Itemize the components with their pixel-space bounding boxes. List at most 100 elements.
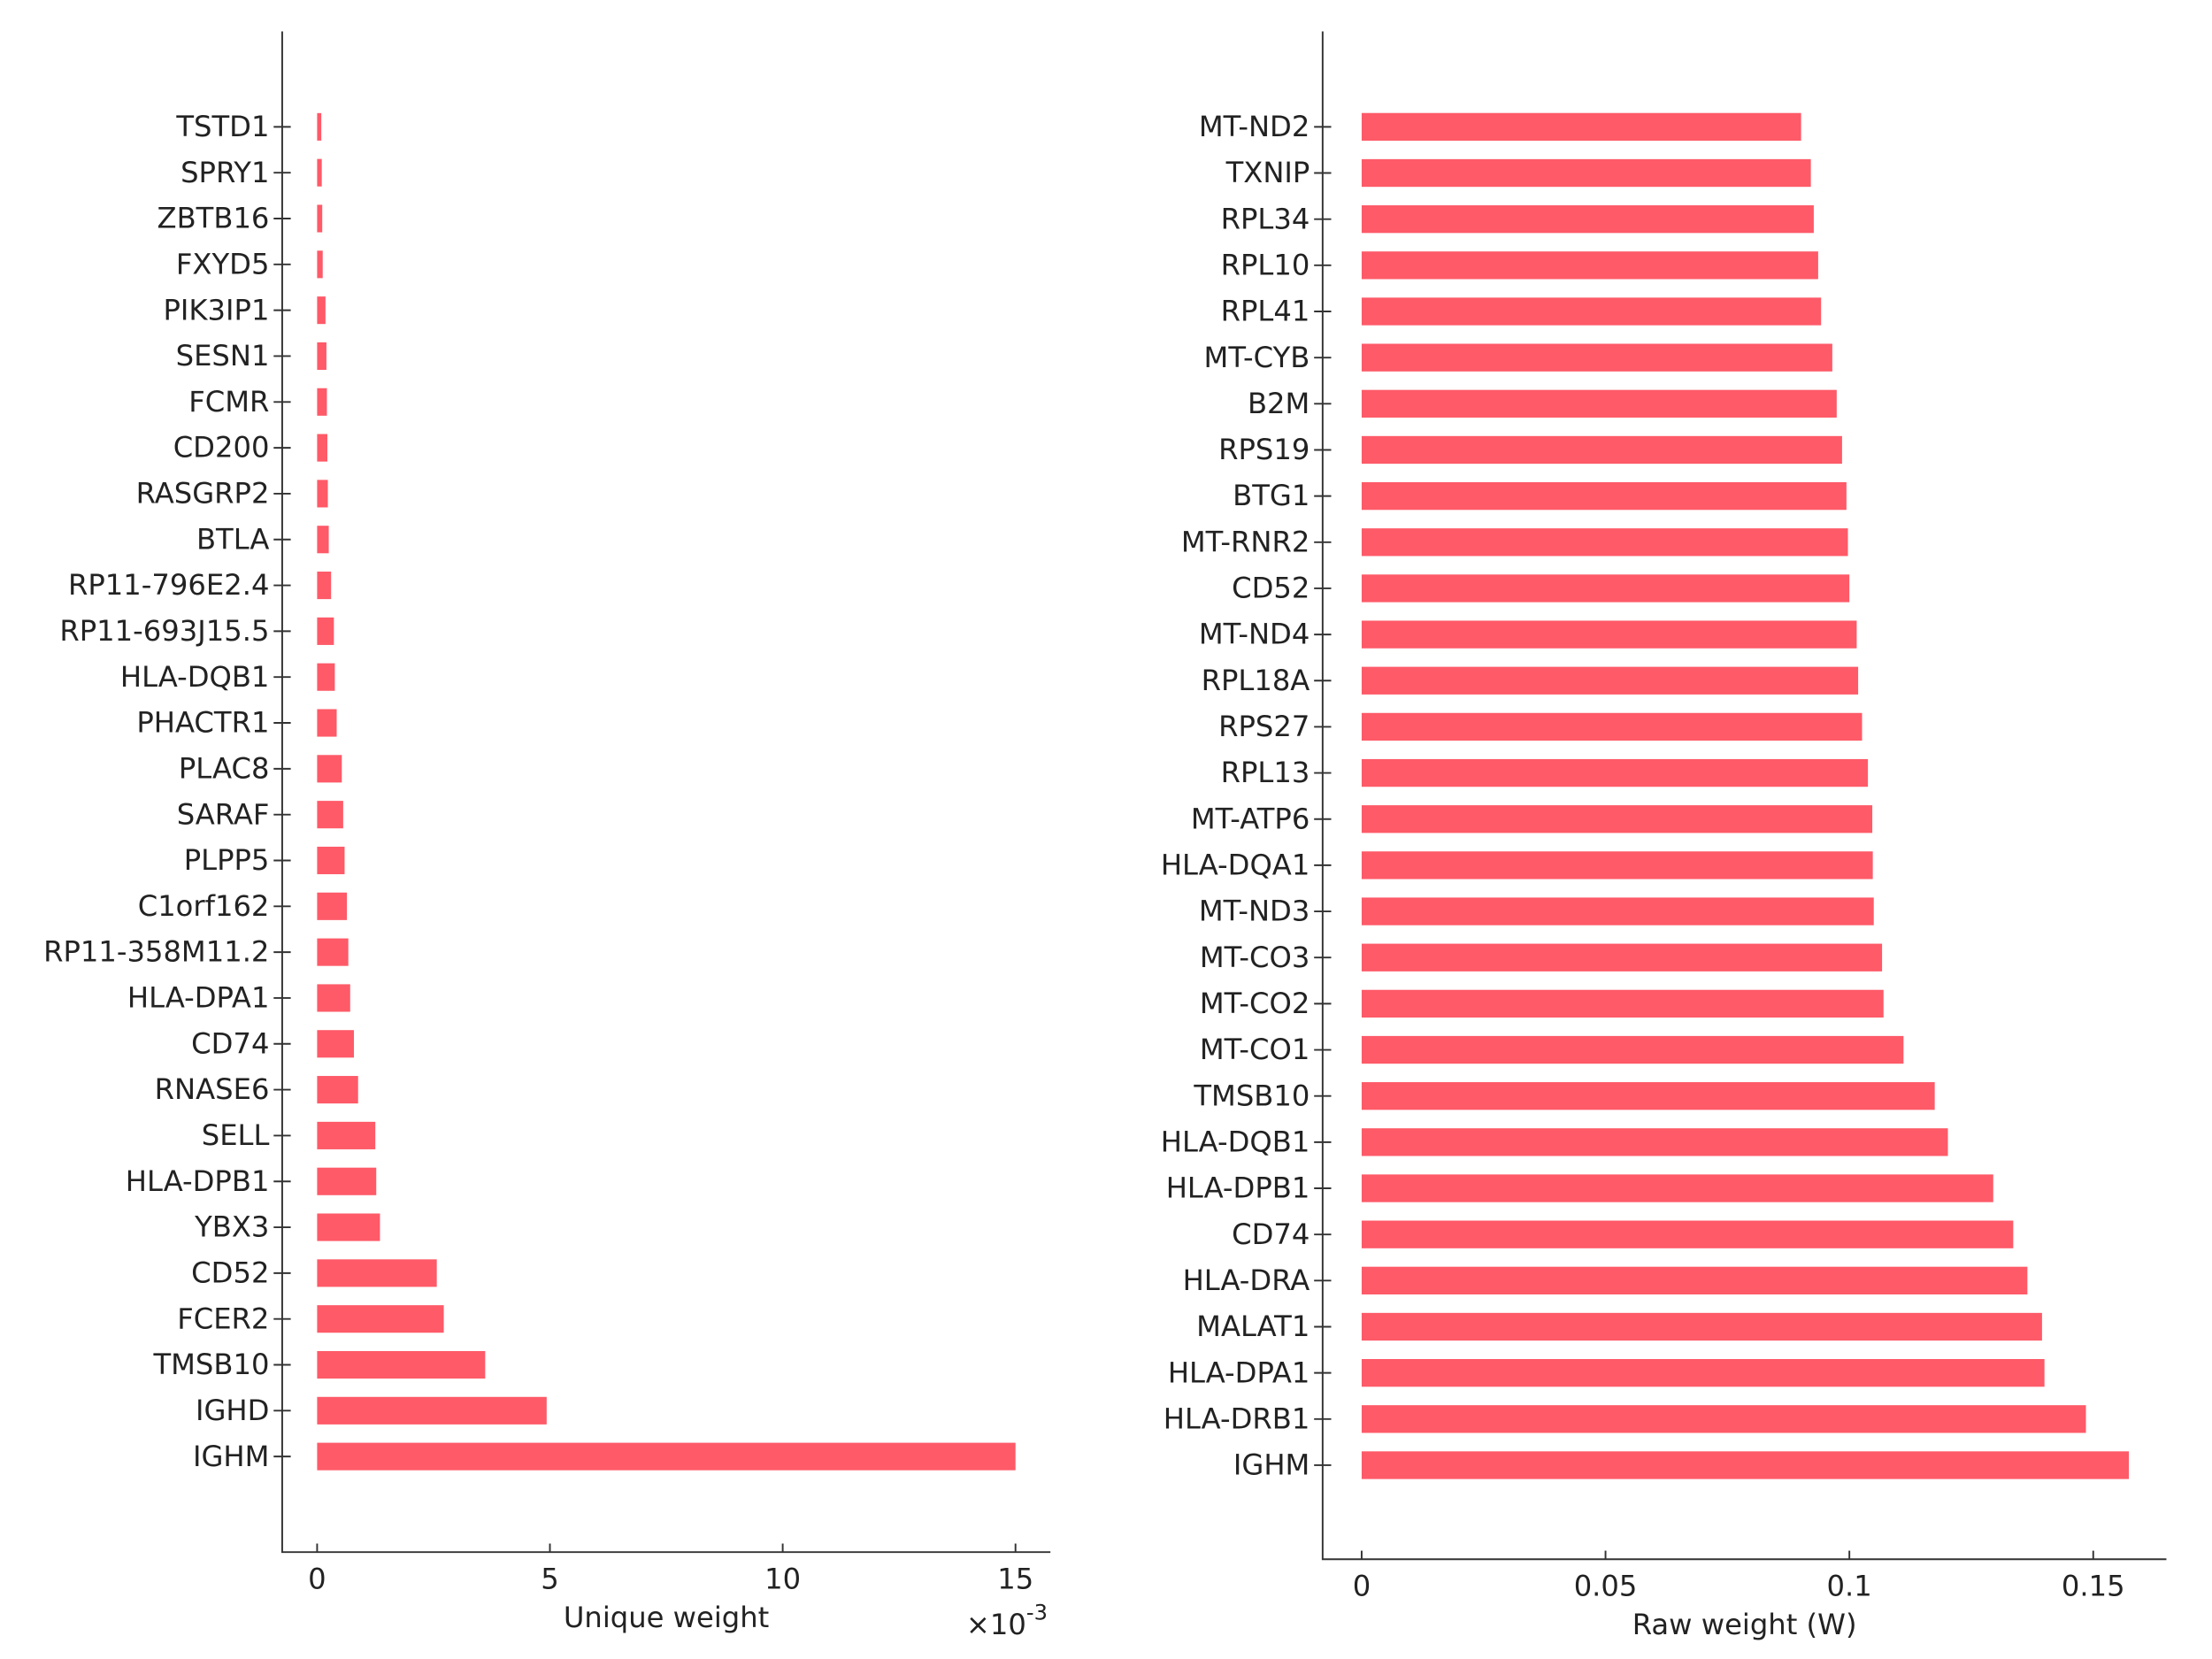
bar — [1361, 251, 1818, 280]
y-tick-label: CD74 — [1232, 1217, 1310, 1251]
bar — [317, 388, 327, 416]
y-tick-label: FCMR — [188, 385, 269, 419]
y-tick-label: SESN1 — [176, 339, 270, 373]
bar — [317, 663, 335, 691]
bar — [317, 984, 350, 1012]
y-tick-label: IGHM — [193, 1440, 269, 1473]
y-tick-label: MT-ND3 — [1199, 895, 1310, 928]
y-tick-label: MT-ATP6 — [1191, 802, 1310, 835]
bar — [1361, 1358, 2045, 1387]
bar — [1361, 805, 1873, 833]
bar — [317, 572, 332, 600]
y-tick-label: RPL13 — [1221, 756, 1310, 789]
bar — [317, 1305, 444, 1333]
bar — [1361, 389, 1837, 418]
x-tick-label: 0 — [308, 1562, 326, 1595]
bar — [317, 846, 345, 875]
y-tick-label: HLA-DRA — [1183, 1263, 1310, 1297]
y-tick-label: MT-CO3 — [1200, 941, 1310, 974]
bar — [1361, 1266, 2028, 1294]
y-tick-label: HLA-DQA1 — [1161, 849, 1310, 882]
y-tick-label: RASGRP2 — [136, 477, 270, 511]
bar — [317, 1076, 358, 1104]
y-tick-label: BTG1 — [1233, 479, 1310, 512]
y-tick-label: YBX3 — [194, 1210, 269, 1244]
bar — [317, 112, 322, 141]
bar — [317, 1442, 1016, 1471]
y-tick-label: MT-ND4 — [1199, 618, 1310, 651]
x-axis-label: Raw weight (W) — [1632, 1608, 1857, 1641]
x-axis-label: Unique weight — [564, 1601, 769, 1634]
y-tick-label: RPL18A — [1202, 664, 1310, 697]
bar — [1361, 1312, 2042, 1341]
y-tick-label: PHACTR1 — [136, 706, 269, 740]
bar — [1361, 1220, 2014, 1248]
y-tick-label: BTLA — [196, 522, 269, 556]
bar — [1361, 481, 1847, 511]
y-tick-label: TMSB10 — [1193, 1079, 1310, 1112]
bar — [317, 892, 348, 920]
y-tick-label: RPS19 — [1218, 433, 1310, 466]
y-tick-label: RPS27 — [1218, 710, 1310, 743]
bar — [317, 1396, 547, 1425]
bar — [317, 158, 322, 187]
bar — [317, 526, 329, 554]
y-tick-label: HLA-DPA1 — [1168, 1356, 1310, 1389]
y-tick-label: TSTD1 — [175, 110, 269, 143]
y-tick-label: RP11-358M11.2 — [43, 935, 269, 969]
y-tick-label: IGHD — [196, 1394, 269, 1427]
y-tick-label: FCER2 — [177, 1302, 269, 1335]
bar — [317, 1030, 354, 1058]
y-tick-label: RPL10 — [1221, 248, 1310, 281]
bar — [1361, 1451, 2130, 1479]
bar — [317, 617, 334, 645]
bar — [1361, 343, 1832, 372]
bar — [1361, 1174, 1993, 1202]
y-tick-label: PIK3IP1 — [164, 293, 270, 326]
bar — [317, 1259, 437, 1287]
y-tick-label: RPL34 — [1221, 202, 1310, 235]
y-tick-label: ZBTB16 — [157, 202, 270, 235]
y-tick-label: RPL41 — [1221, 295, 1310, 328]
y-tick-label: PLPP5 — [184, 843, 270, 877]
y-tick-label: C1orf162 — [138, 889, 270, 923]
bar — [317, 250, 323, 279]
y-tick-label: MT-CO1 — [1200, 1033, 1310, 1066]
y-tick-label: B2M — [1248, 387, 1310, 420]
multiplier-exponent: -3 — [1026, 1600, 1048, 1624]
x-tick-label: 10 — [764, 1562, 801, 1595]
multiplier-base: ×10 — [966, 1608, 1026, 1641]
y-tick-label: MALAT1 — [1196, 1310, 1310, 1343]
bar — [1361, 712, 1863, 741]
x-tick-label: 0.15 — [2062, 1569, 2125, 1602]
bar — [317, 801, 343, 829]
bar — [317, 204, 323, 233]
y-tick-label: RNASE6 — [155, 1072, 270, 1106]
bar — [317, 1167, 377, 1195]
y-tick-label: RP11-796E2.4 — [68, 568, 269, 602]
y-tick-label: CD52 — [1232, 572, 1310, 605]
bar — [1361, 528, 1848, 557]
bar — [317, 296, 326, 325]
y-tick-label: HLA-DPB1 — [126, 1164, 270, 1198]
bar — [1361, 158, 1811, 188]
bar — [1361, 435, 1842, 465]
bar — [317, 709, 337, 737]
bar — [317, 480, 328, 508]
x-tick-label: 15 — [997, 1562, 1033, 1595]
bar — [1361, 297, 1822, 326]
x-multiplier: ×10-3 — [966, 1600, 1048, 1640]
bar — [317, 434, 327, 462]
bar — [317, 342, 326, 371]
y-tick-label: HLA-DQB1 — [1161, 1125, 1310, 1158]
y-tick-label: MT-CYB — [1204, 341, 1310, 374]
bar — [1361, 620, 1857, 649]
y-tick-label: HLA-DQB1 — [120, 660, 270, 694]
y-tick-label: MT-RNR2 — [1181, 525, 1310, 558]
y-tick-label: SPRY1 — [180, 156, 269, 189]
bar — [1361, 666, 1859, 695]
y-tick-label: TMSB10 — [152, 1348, 269, 1381]
y-tick-label: HLA-DPA1 — [127, 981, 270, 1015]
x-tick-label: 0 — [1353, 1569, 1371, 1602]
